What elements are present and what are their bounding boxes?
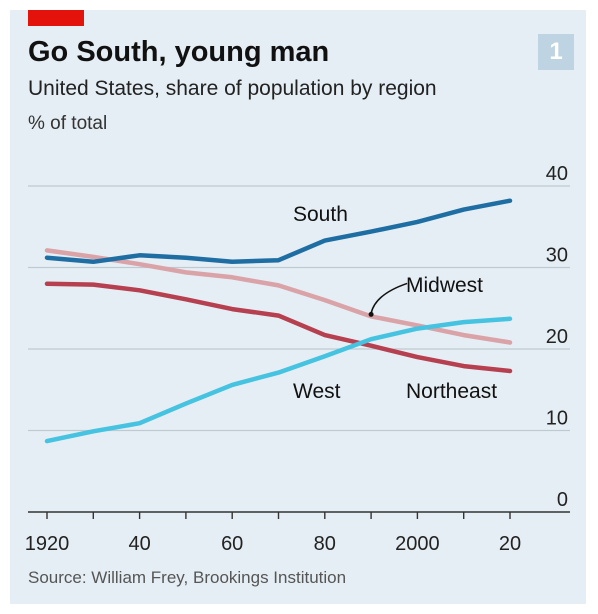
chart-number-badge: 1 (538, 34, 574, 70)
source-note: Source: William Frey, Brookings Institut… (28, 568, 347, 587)
series-lines (44, 198, 513, 444)
series-line-northeast (44, 281, 513, 374)
series-label-south: South (293, 203, 348, 226)
chart-subtitle: United States, share of population by re… (28, 77, 437, 100)
series-label-midwest: Midwest (406, 274, 483, 297)
x-tick-label: 80 (314, 533, 336, 555)
y-tick-label: 40 (546, 163, 568, 185)
y-tick-label: 0 (557, 489, 568, 511)
red-tag (28, 10, 84, 26)
x-tick-label: 1920 (25, 533, 70, 555)
grid-layer: 0 10 20 30 40 1920 40 60 80 2000 20 (25, 163, 570, 555)
series-line-west (44, 316, 513, 444)
x-tick-label: 20 (499, 533, 521, 555)
series-label-west: West (293, 380, 341, 403)
midwest-pointer (370, 282, 408, 314)
x-tick-label: 2000 (395, 533, 440, 555)
midwest-pointer-dot (368, 311, 374, 317)
y-tick-label: 20 (546, 326, 568, 348)
chart-title: Go South, young man (28, 36, 330, 68)
series-label-northeast: Northeast (406, 380, 497, 403)
y-tick-label: 30 (546, 245, 568, 267)
series-labels: South Midwest Northeast West (293, 203, 497, 403)
series-line-south (44, 198, 513, 265)
line-chart: 0 10 20 30 40 1920 40 60 80 2000 20 South Midwest … (25, 163, 570, 555)
x-tick-label: 60 (221, 533, 243, 555)
y-tick-label: 10 (546, 408, 568, 430)
x-tick-label: 40 (128, 533, 150, 555)
unit-label: % of total (28, 113, 108, 134)
chart-card: 1 Go South, young man United States, sha… (10, 10, 586, 604)
